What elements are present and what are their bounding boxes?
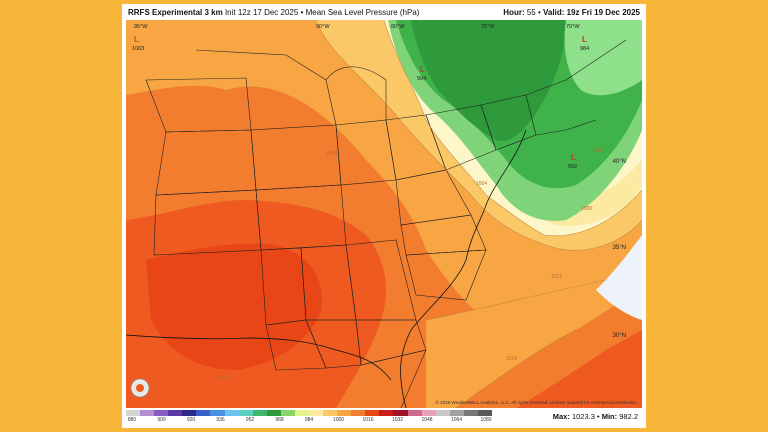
low-symbol: L <box>571 153 576 162</box>
lon-label-90: 90°W <box>316 24 330 30</box>
scale-swatch <box>140 410 155 416</box>
field-name: Mean Sea Level Pressure (hPa) <box>305 8 420 17</box>
scale-swatch <box>351 410 366 416</box>
scale-swatch <box>393 410 408 416</box>
scale-swatch <box>126 410 141 416</box>
max-label: Max: <box>552 412 570 421</box>
low-value: 994 <box>417 76 426 82</box>
scale-label: 984 <box>304 417 314 423</box>
lon-label-70: 70°W <box>566 24 580 30</box>
scale-swatch <box>421 410 436 416</box>
scale-swatch <box>182 410 197 416</box>
lat-label-35: 35°N <box>613 245 626 251</box>
scale-swatch <box>407 410 422 416</box>
hour-label: Hour: <box>503 8 525 17</box>
scale-swatch <box>210 410 225 416</box>
color-scale-bar <box>126 410 493 416</box>
scale-swatch <box>196 410 211 416</box>
map-footer: 880 900 920 936 952 968 984 1000 1016 1032 1048 106… <box>126 408 642 428</box>
scale-swatch <box>337 410 352 416</box>
low-green-dark <box>411 20 566 141</box>
pressure-map: 40°N 35°N 30°N 95°W 90°W 80°W 75°W 70°W … <box>126 20 642 408</box>
atlantic-light-corner <box>596 235 642 320</box>
forecast-time: Hour: 55 • Valid: 19z Fri 19 Dec 2025 <box>503 6 640 20</box>
pressure-center-994: L 994 <box>417 65 426 82</box>
valid-label: Valid: <box>543 8 565 17</box>
scale-swatch <box>449 410 464 416</box>
model-name: RRFS Experimental 3 km <box>128 8 223 17</box>
pressure-color-scale: 880 900 920 936 952 968 984 1000 1016 1032 1048 106… <box>126 410 493 426</box>
low-value: 1003 <box>132 46 144 52</box>
map-header: RRFS Experimental 3 km Init 12z 17 Dec 2… <box>128 6 640 20</box>
lat-label-40: 40°N <box>613 159 626 165</box>
scale-swatch <box>435 410 450 416</box>
scale-label: 968 <box>275 417 284 423</box>
scale-swatch <box>252 410 267 416</box>
scale-swatch <box>224 410 239 416</box>
low-value: 984 <box>580 46 589 52</box>
scale-label: 1016 <box>362 417 374 423</box>
scale-swatch <box>154 410 169 416</box>
isobar-label-1008: 1008 <box>326 151 337 157</box>
valid-value: 19z Fri 19 Dec 2025 <box>566 8 640 17</box>
isobar-label-996: 996 <box>594 148 603 154</box>
pressure-center-984: L 984 <box>580 35 589 52</box>
isobar-label-1000: 1000 <box>581 206 592 212</box>
coastline <box>400 129 527 408</box>
scale-swatch <box>379 410 394 416</box>
scale-label: 1048 <box>421 417 433 423</box>
header-separator: • <box>300 8 304 17</box>
low-symbol: L <box>582 35 587 44</box>
hour-value: 55 <box>526 8 536 17</box>
scale-swatch <box>477 410 493 416</box>
scale-swatch <box>463 410 478 416</box>
max-value: 1023.3 <box>571 412 595 421</box>
isobar-label-1020: 1020 <box>216 376 227 382</box>
isobar-lines <box>315 20 642 408</box>
isobar-label-1016: 1016 <box>506 356 517 362</box>
scale-label: 1000 <box>332 417 345 423</box>
scale-swatch <box>323 410 338 416</box>
copyright-notice: © 2025 WeatherBELL Analytics, LLC. All r… <box>435 400 638 405</box>
map-svg: 40°N 35°N 30°N 95°W 90°W 80°W 75°W 70°W … <box>126 20 642 408</box>
low-value: 992 <box>568 164 577 170</box>
scale-label: 880 <box>127 417 137 423</box>
scale-label: 936 <box>216 417 225 423</box>
scale-swatch <box>294 410 310 416</box>
isobar-label-1012: 1012 <box>551 274 562 280</box>
color-scale-labels: 880 900 920 936 952 968 984 1000 1016 1032 1048 106… <box>126 417 492 425</box>
min-label: Min: <box>601 412 618 421</box>
lon-label-95: 95°W <box>134 24 148 30</box>
lon-label-75: 75°W <box>481 24 495 30</box>
min-value: 982.2 <box>619 412 638 421</box>
scale-label: 920 <box>186 417 196 423</box>
scale-label: 952 <box>245 417 255 423</box>
scale-swatch <box>238 410 253 416</box>
scale-swatch <box>309 410 324 416</box>
gulf-coastline <box>126 334 392 381</box>
scale-label: 900 <box>157 417 166 423</box>
state-borders <box>145 39 627 408</box>
header-separator-2: • <box>537 8 541 17</box>
scale-label: 1064 <box>450 417 463 423</box>
init-time: Init 12z 17 Dec 2025 <box>224 8 299 17</box>
scale-swatch <box>168 410 183 416</box>
isobar-label-1004: 1004 <box>476 181 487 187</box>
scale-label: 1080 <box>480 417 492 423</box>
low-symbol: L <box>420 65 425 74</box>
pressure-center-992: L 992 <box>568 153 577 170</box>
low-green-right <box>564 20 642 96</box>
scale-label: 1032 <box>391 417 404 423</box>
scale-swatch <box>266 410 281 416</box>
atlantic-red <box>516 330 642 408</box>
lat-label-30: 30°N <box>613 333 626 339</box>
weatherbell-logo <box>130 378 150 398</box>
scale-swatch <box>280 410 295 416</box>
lon-label-80: 80°W <box>391 24 405 30</box>
pressure-center-1003: L 1003 <box>132 35 144 52</box>
map-card: RRFS Experimental 3 km Init 12z 17 Dec 2… <box>122 4 646 428</box>
max-min-stats: Max: 1023.3 • Min: 982.2 <box>552 412 638 421</box>
scale-swatch <box>365 410 380 416</box>
low-symbol: L <box>134 35 139 44</box>
